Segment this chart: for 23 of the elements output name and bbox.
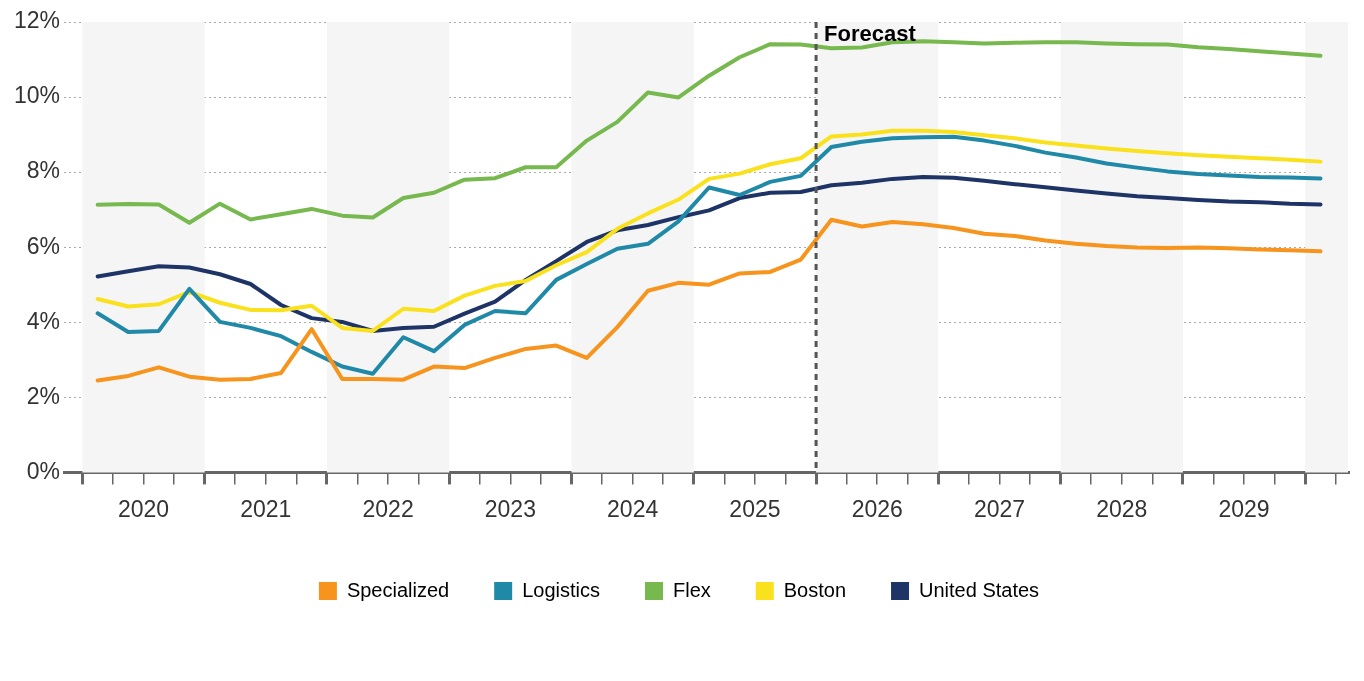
y-tick-label: 0% xyxy=(26,457,61,484)
y-tick-label: 10% xyxy=(13,82,61,109)
legend-label: Flex xyxy=(672,578,711,601)
y-tick-label: 4% xyxy=(26,307,61,334)
x-tick-label: 2026 xyxy=(851,495,903,522)
x-tick-label: 2029 xyxy=(1218,495,1270,522)
x-tick-label: 2024 xyxy=(607,495,659,522)
y-tick-label: 12% xyxy=(13,7,61,34)
x-tick-label: 2021 xyxy=(240,495,292,522)
legend-label: United States xyxy=(919,578,1040,601)
legend-label: Specialized xyxy=(346,578,450,601)
legend-label: Boston xyxy=(783,578,847,601)
x-tick-label: 2028 xyxy=(1096,495,1148,522)
y-tick-label: 8% xyxy=(26,157,61,184)
x-tick-label: 2027 xyxy=(973,495,1026,522)
y-tick-label: 2% xyxy=(26,382,61,409)
x-tick-label: 2022 xyxy=(362,495,414,522)
x-tick-label: 2023 xyxy=(484,495,536,522)
legend-label: Logistics xyxy=(522,578,600,601)
x-tick-label: 2020 xyxy=(117,495,170,522)
y-tick-label: 6% xyxy=(26,232,61,259)
x-tick-label: 2025 xyxy=(729,495,781,522)
ref-line-label: Forecast xyxy=(824,21,917,47)
